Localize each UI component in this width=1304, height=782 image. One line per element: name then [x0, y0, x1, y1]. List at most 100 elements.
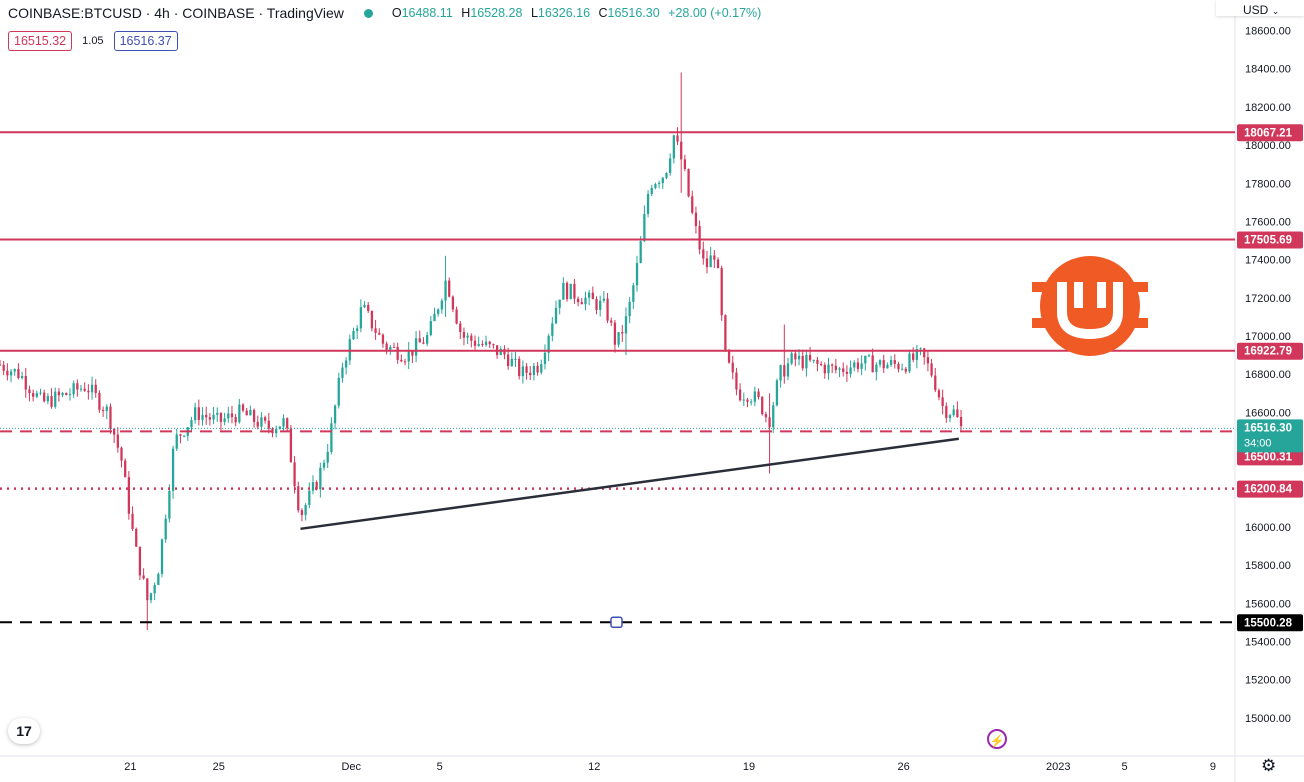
- price-axis: [1235, 0, 1304, 782]
- candle-body: [87, 390, 90, 393]
- candle-body: [319, 467, 322, 490]
- level-price-tag: [1237, 231, 1303, 249]
- candle-body: [573, 283, 576, 299]
- candle-body: [694, 212, 698, 227]
- candle-body: [705, 258, 709, 268]
- candle-body: [337, 377, 340, 406]
- candle-body: [50, 396, 53, 407]
- candle-body: [425, 335, 429, 344]
- candle-body: [367, 304, 370, 311]
- candle-body: [13, 369, 16, 372]
- candle-body: [738, 389, 742, 401]
- candle-body: [628, 301, 631, 317]
- level-price-tag-label: 16500.31: [1244, 451, 1293, 463]
- candle-body: [797, 355, 801, 360]
- candle-body: [562, 282, 565, 300]
- candle-body: [39, 392, 42, 394]
- candle-body: [661, 177, 664, 184]
- candle-body: [746, 399, 749, 402]
- candle-body: [742, 399, 745, 401]
- candle-body: [43, 392, 46, 402]
- candle-body: [275, 429, 278, 434]
- candle-body: [889, 360, 893, 365]
- candle-body: [344, 360, 348, 368]
- level-price-tag: [1237, 448, 1303, 466]
- candle-body: [414, 338, 418, 356]
- candle-body: [646, 193, 650, 214]
- level-drag-handle: [610, 616, 623, 629]
- candle-body: [786, 363, 790, 377]
- candle-body: [558, 299, 561, 308]
- candle-body: [138, 546, 142, 576]
- candle-body: [554, 307, 558, 324]
- candle-body: [267, 420, 270, 429]
- candle-body: [194, 407, 197, 421]
- candle-body: [440, 300, 444, 310]
- open-value: 16488.11: [401, 6, 453, 20]
- level-price-tag-label: 18067.21: [1244, 127, 1293, 139]
- candle-body: [790, 353, 793, 364]
- lightning-icon[interactable]: ⚡: [987, 729, 1007, 749]
- y-tick-label: 18000.00: [1245, 140, 1291, 152]
- candle-body: [735, 372, 738, 390]
- candle-body: [212, 414, 215, 420]
- candle-body: [160, 539, 164, 574]
- candle-body: [418, 338, 421, 343]
- candle-body: [245, 410, 248, 416]
- candle-body: [595, 299, 598, 310]
- candle-body: [389, 346, 392, 350]
- candle-body: [518, 358, 521, 377]
- currency-selector[interactable]: USD ⌄: [1243, 3, 1279, 17]
- candle-body: [470, 335, 473, 341]
- symbol-title[interactable]: COINBASE:BTCUSD · 4h · COINBASE · Tradin…: [8, 5, 344, 21]
- candle-body: [764, 414, 768, 418]
- candle-body: [606, 298, 609, 321]
- candle-body: [31, 393, 35, 397]
- y-tick-label: 18600.00: [1245, 26, 1291, 38]
- candle-body: [867, 355, 871, 357]
- candle-body: [94, 384, 97, 393]
- candle-body: [588, 292, 591, 298]
- candle-body: [333, 405, 337, 424]
- candle-body: [900, 368, 904, 370]
- candle-body: [860, 363, 863, 369]
- x-tick-label: 19: [743, 761, 755, 773]
- candle-body: [514, 358, 517, 360]
- candle-body: [801, 355, 804, 369]
- trendline: [300, 437, 960, 531]
- buy-button[interactable]: 16516.37: [113, 31, 178, 51]
- candle-body: [819, 363, 823, 365]
- y-tick-label: 17800.00: [1245, 178, 1291, 190]
- candle-body: [875, 364, 878, 373]
- high-value: 16528.28: [470, 6, 523, 20]
- candle-body: [919, 348, 922, 350]
- candle-body: [238, 404, 241, 423]
- candle-body: [252, 409, 256, 422]
- candle-body: [952, 409, 955, 416]
- gear-icon[interactable]: ⚙: [1261, 756, 1277, 775]
- candle-body: [278, 426, 281, 430]
- candle-body: [838, 368, 841, 370]
- tradingview-logo-icon[interactable]: 17: [8, 718, 40, 744]
- candle-body: [864, 355, 867, 364]
- sell-button[interactable]: 16515.32: [8, 31, 73, 51]
- candle-body: [713, 255, 716, 260]
- candle-body: [599, 300, 602, 310]
- candle-body: [492, 344, 495, 346]
- candle-body: [687, 169, 690, 197]
- candle-body: [477, 343, 480, 346]
- candle-body: [849, 367, 852, 374]
- candle-body: [632, 285, 635, 302]
- candle-body: [591, 292, 594, 300]
- level-price-tag: [1237, 614, 1303, 632]
- candle-body: [834, 365, 837, 370]
- level-price-tag-label: 17505.69: [1244, 234, 1292, 246]
- candle-body: [175, 434, 178, 449]
- candle-body: [227, 413, 230, 419]
- candle-body: [179, 434, 182, 436]
- candle-body: [164, 518, 167, 540]
- candle-body: [650, 187, 653, 194]
- candle-body: [433, 313, 436, 322]
- candle-body: [845, 371, 849, 374]
